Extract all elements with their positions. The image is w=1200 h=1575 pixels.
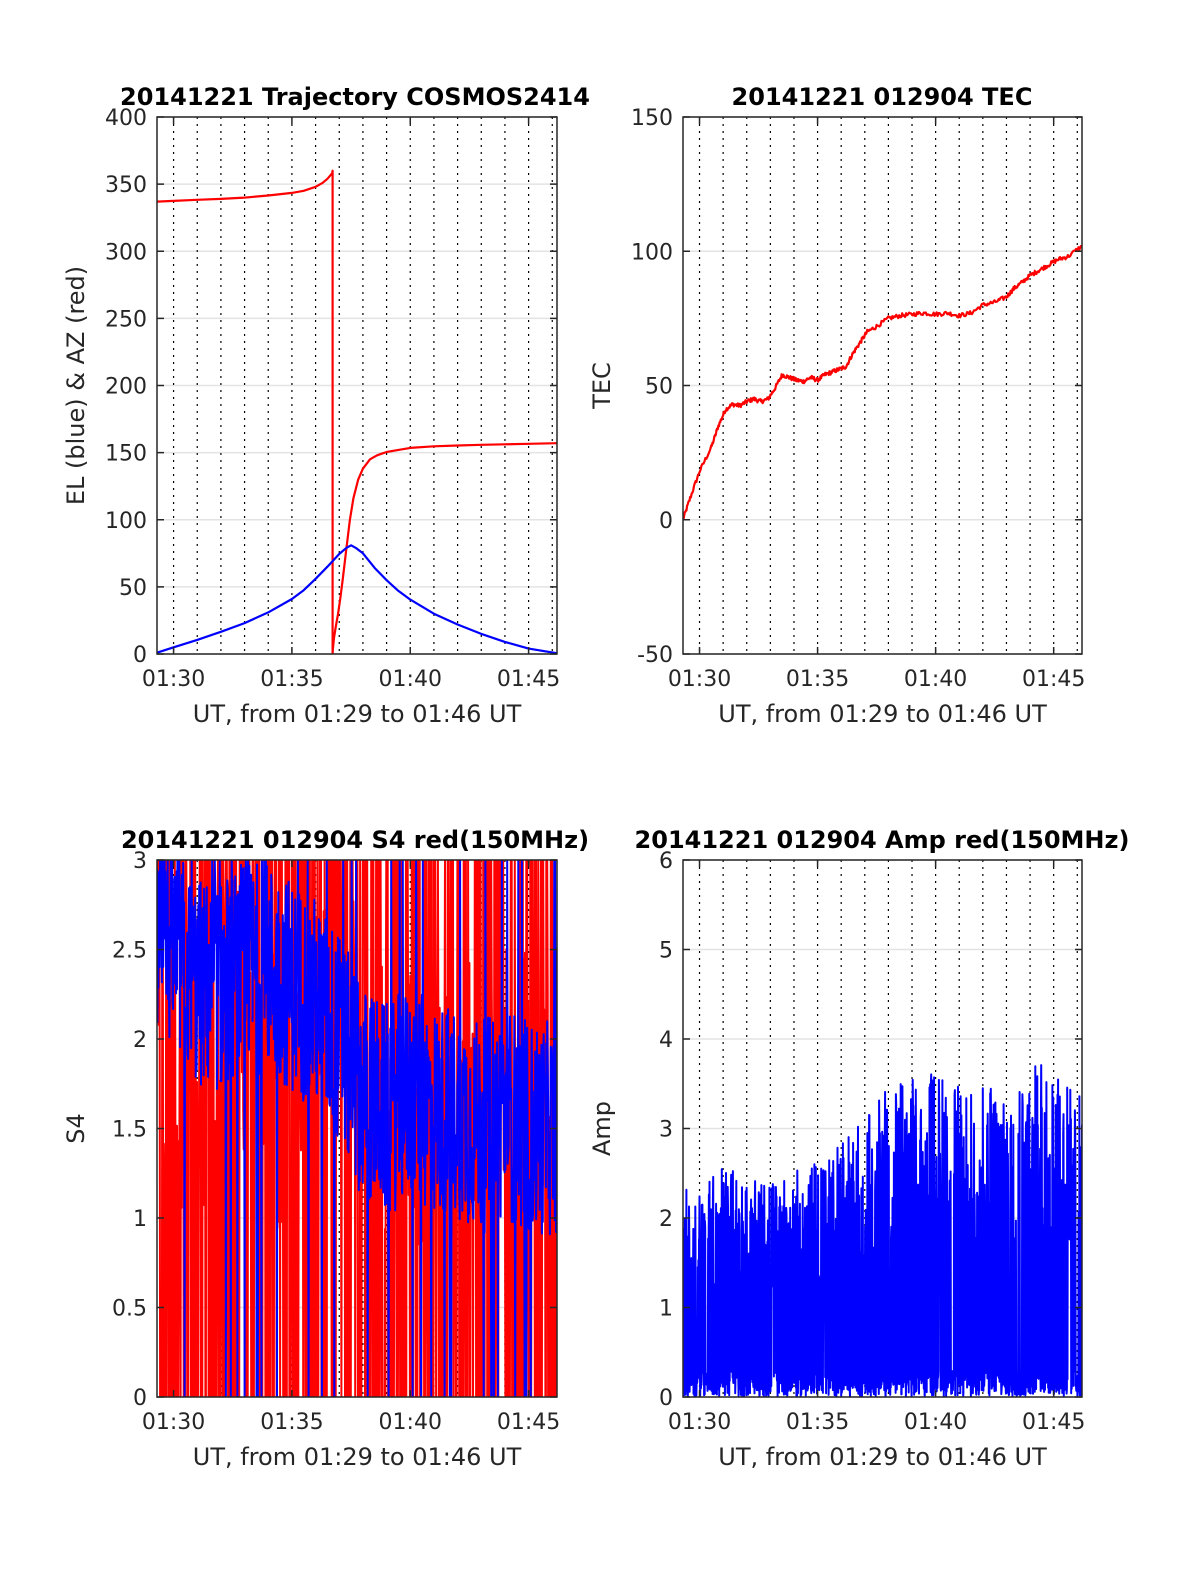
x-tick-label: 01:45 (1022, 1410, 1085, 1435)
x-axis-label: UT, from 01:29 to 01:46 UT (718, 700, 1047, 728)
chart-title: 20141221 012904 Amp red(150MHz) (635, 826, 1130, 854)
x-axis-label: UT, from 01:29 to 01:46 UT (193, 1443, 522, 1471)
series-elevation (157, 544, 557, 654)
y-tick-label: 150 (631, 106, 673, 131)
series-line-0 (683, 244, 1082, 521)
x-tick-label: 01:40 (379, 1410, 442, 1435)
y-tick-label: 0 (133, 643, 147, 668)
series-line-0 (683, 1064, 1082, 1397)
chart-amp: 0 1 2 3 4 5 6 01:30 01:35 01:40 01:45 20141221 0129… (588, 826, 1129, 1471)
x-axis-label: UT, from 01:29 to 01:46 UT (193, 700, 522, 728)
y-tick-label: 250 (105, 307, 147, 332)
x-tick-label: 01:40 (379, 667, 442, 692)
x-tick-label: 01:30 (142, 1410, 205, 1435)
y-tick-label: 0 (659, 509, 673, 534)
y-axis-label: EL (blue) & AZ (red) (62, 266, 90, 505)
y-tick-label: 4 (659, 1028, 673, 1053)
plot-area (157, 860, 557, 1397)
y-tick-label: 1.5 (112, 1118, 147, 1143)
y-tick-label: 0.5 (112, 1297, 147, 1322)
y-tick-label: 5 (659, 939, 673, 964)
x-tick-label: 01:30 (668, 667, 731, 692)
x-tick-label: 01:35 (786, 1410, 849, 1435)
y-tick-label: -50 (637, 643, 673, 668)
plot-area (683, 1064, 1082, 1397)
y-tick-label: 150 (105, 442, 147, 467)
y-tick-label: 0 (133, 1386, 147, 1411)
y-tick-label: 3 (659, 1118, 673, 1143)
y-axis-label: TEC (588, 362, 616, 410)
series-azimuth (157, 169, 557, 654)
chart-trajectory: 0 50 100 150 200 250 300 350 400 01:30 01:35 01:40 0… (62, 83, 590, 728)
y-axis-label: Amp (588, 1101, 616, 1156)
y-tick-label: 50 (645, 375, 673, 400)
y-axis-label: S4 (62, 1113, 90, 1144)
x-tick-label: 01:30 (142, 667, 205, 692)
y-tick-label: 300 (105, 240, 147, 265)
plot-area (157, 169, 557, 654)
x-tick-label: 01:35 (260, 667, 323, 692)
y-tick-label: 1 (659, 1297, 673, 1322)
y-tick-label: 2 (659, 1207, 673, 1232)
chart-tec: -50 0 50 100 150 01:30 01:35 01:40 01:45 20141221… (588, 83, 1085, 728)
x-tick-label: 01:45 (497, 1410, 560, 1435)
chart-s4: 0 0.5 1 1.5 2 2.5 3 01:30 01:35 01:40 01:45 2014122… (62, 826, 589, 1471)
y-tick-label: 3 (133, 849, 147, 874)
x-tick-label: 01:30 (668, 1410, 731, 1435)
y-tick-label: 100 (105, 509, 147, 534)
chart-title: 20141221 012904 TEC (732, 83, 1033, 111)
x-tick-label: 01:35 (786, 667, 849, 692)
plot-area (683, 244, 1082, 521)
y-tick-label: 200 (105, 375, 147, 400)
x-tick-label: 01:40 (904, 667, 967, 692)
y-tick-label: 0 (659, 1386, 673, 1411)
chart-title: 20141221 Trajectory COSMOS2414 (120, 83, 590, 111)
y-tick-label: 100 (631, 240, 673, 265)
y-tick-label: 6 (659, 849, 673, 874)
x-tick-label: 01:45 (1022, 667, 1085, 692)
x-axis-label: UT, from 01:29 to 01:46 UT (718, 1443, 1047, 1471)
x-tick-label: 01:35 (260, 1410, 323, 1435)
y-tick-label: 1 (133, 1207, 147, 1232)
x-tick-label: 01:45 (497, 667, 560, 692)
y-tick-label: 400 (105, 106, 147, 131)
y-tick-label: 2.5 (112, 939, 147, 964)
series-line-1 (157, 860, 557, 1397)
y-tick-label: 350 (105, 173, 147, 198)
y-tick-label: 2 (133, 1028, 147, 1053)
x-tick-label: 01:40 (904, 1410, 967, 1435)
y-tick-label: 50 (119, 576, 147, 601)
chart-title: 20141221 012904 S4 red(150MHz) (121, 826, 589, 854)
